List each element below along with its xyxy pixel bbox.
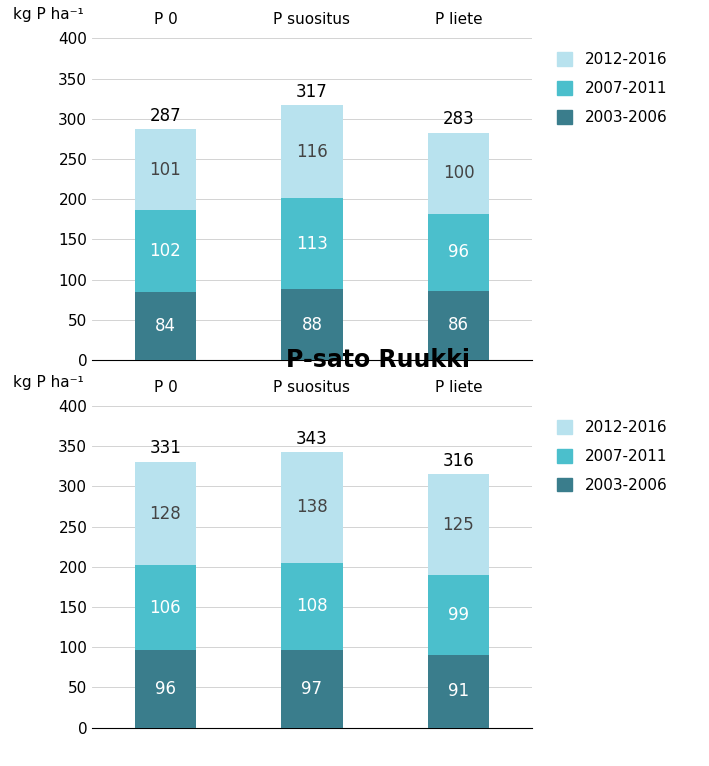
Text: 84: 84 [155, 317, 176, 336]
Bar [281, 198, 342, 290]
Title: P-sato Maaninka: P-sato Maaninka [267, 0, 489, 5]
Bar [135, 462, 196, 565]
Text: 102: 102 [150, 243, 182, 260]
Legend: 2012-2016, 2007-2011, 2003-2006: 2012-2016, 2007-2011, 2003-2006 [557, 52, 667, 125]
Text: P suositus: P suositus [274, 380, 350, 394]
Text: 86: 86 [448, 316, 469, 335]
Bar [281, 563, 342, 650]
Text: P suositus: P suositus [274, 12, 350, 27]
Text: 331: 331 [150, 440, 182, 457]
Text: kg P ha⁻¹: kg P ha⁻¹ [13, 375, 84, 390]
Text: 96: 96 [448, 244, 469, 261]
Text: 113: 113 [296, 235, 328, 253]
Bar [428, 474, 489, 574]
Text: 106: 106 [150, 599, 182, 617]
Bar [428, 214, 489, 291]
Bar [135, 211, 196, 293]
Title: P-sato Ruukki: P-sato Ruukki [286, 348, 470, 372]
Text: 97: 97 [301, 679, 323, 698]
Text: 316: 316 [442, 451, 474, 470]
Text: P liete: P liete [435, 380, 482, 394]
Text: 88: 88 [301, 316, 323, 334]
Text: 125: 125 [442, 516, 474, 534]
Text: 100: 100 [442, 165, 474, 182]
Text: 116: 116 [296, 142, 328, 161]
Text: 108: 108 [296, 597, 328, 615]
Text: 283: 283 [442, 110, 474, 129]
Text: 99: 99 [448, 606, 469, 624]
Text: 91: 91 [448, 682, 469, 700]
Text: kg P ha⁻¹: kg P ha⁻¹ [13, 7, 84, 22]
Bar [135, 293, 196, 360]
Text: P 0: P 0 [154, 380, 177, 394]
Bar [428, 654, 489, 728]
Bar [135, 565, 196, 650]
Legend: 2012-2016, 2007-2011, 2003-2006: 2012-2016, 2007-2011, 2003-2006 [557, 420, 667, 493]
Text: P 0: P 0 [154, 12, 177, 27]
Bar [135, 129, 196, 211]
Bar [428, 133, 489, 214]
Text: 101: 101 [150, 161, 182, 178]
Text: 317: 317 [296, 83, 328, 101]
Bar [281, 452, 342, 563]
Text: 343: 343 [296, 430, 328, 448]
Bar [428, 574, 489, 654]
Text: 96: 96 [155, 680, 176, 698]
Bar [281, 290, 342, 360]
Text: 128: 128 [150, 505, 182, 522]
Bar [428, 291, 489, 360]
Text: 287: 287 [150, 107, 182, 125]
Text: P liete: P liete [435, 12, 482, 27]
Bar [281, 650, 342, 728]
Text: 138: 138 [296, 499, 328, 516]
Bar [281, 105, 342, 198]
Bar [135, 650, 196, 728]
